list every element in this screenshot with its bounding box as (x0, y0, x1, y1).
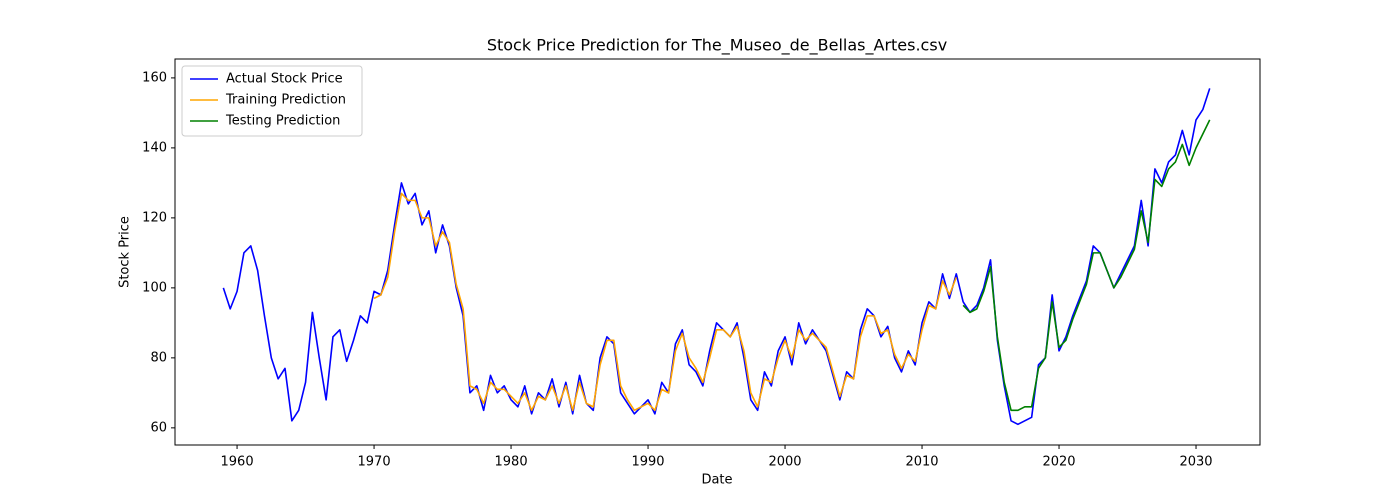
y-axis-label: Stock Price (118, 216, 133, 288)
legend-label: Training Prediction (225, 93, 346, 108)
series-line (962, 119, 1211, 412)
x-tick-label: 1980 (495, 455, 528, 470)
series-line (373, 192, 958, 412)
y-tick-label: 160 (142, 70, 167, 85)
x-tick-label: 2010 (905, 455, 938, 470)
y-tick-label: 140 (142, 140, 167, 155)
legend-box (181, 65, 363, 137)
x-tick-label: 2000 (768, 455, 801, 470)
y-tick-label: 60 (150, 420, 167, 435)
legend-label: Testing Prediction (225, 114, 340, 129)
x-tick-label: 2020 (1042, 455, 1075, 470)
x-axis-label: Date (701, 473, 732, 488)
x-tick-label: 1970 (358, 455, 391, 470)
chart-title: Stock Price Prediction for The_Museo_de_… (487, 36, 947, 56)
y-tick-label: 80 (150, 350, 167, 365)
x-tick-label: 1960 (221, 455, 254, 470)
y-tick-label: 100 (142, 280, 167, 295)
legend-label: Actual Stock Price (226, 72, 343, 87)
x-tick-label: 2030 (1179, 455, 1212, 470)
y-tick-label: 120 (142, 210, 167, 225)
x-tick-label: 1990 (631, 455, 664, 470)
plot-frame (174, 58, 1261, 446)
